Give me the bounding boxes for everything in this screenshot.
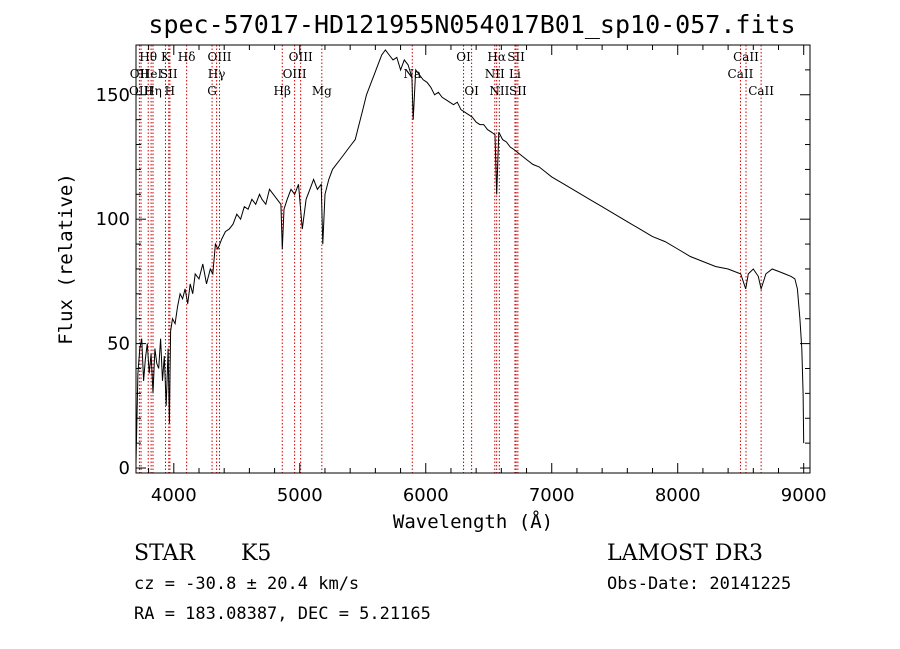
y-axis-ticks: 0 50 100 150 (96, 69, 810, 479)
spectral-line-label: Hα (487, 50, 506, 64)
plot-frame (135, 44, 811, 474)
y-tick-label: 50 (107, 334, 130, 355)
spectral-line-label: OIII (207, 50, 231, 64)
x-tick-label: 8000 (655, 485, 701, 506)
spectral-line-label: Hθ (139, 50, 157, 64)
spectral-line-label: SII (160, 67, 178, 81)
spectral-line-label: SII (507, 50, 525, 64)
spectral-line-label: OIII (289, 50, 313, 64)
chart-title: spec-57017-HD121955N054017B01_sp10-057.f… (148, 10, 795, 39)
spectral-line-labels: Hθ OII OIII HeI Hη K SII H Hδ OIII Hγ G Hβ OIII OIII Mg… (129, 50, 774, 98)
spectral-line-label: Hδ (178, 50, 196, 64)
object-class: STAR (134, 541, 196, 566)
y-tick-label: 150 (96, 85, 130, 106)
spectral-line-label: HeI (140, 67, 163, 81)
x-tick-label: 5000 (277, 485, 323, 506)
spectral-line-label: CaII (728, 67, 754, 81)
spectral-line-label: OI (464, 84, 479, 98)
x-axis-label: Wavelength (Å) (393, 510, 553, 533)
spectral-line-label: CaII (733, 50, 759, 64)
spectral-line-label: K (161, 50, 171, 64)
spectrum-line (135, 49, 805, 464)
spectral-line-label: NII (485, 67, 505, 81)
spectral-line-label: OIII (283, 67, 307, 81)
spectral-line-label: Mg (312, 84, 332, 98)
spectral-line-label: OI (456, 50, 471, 64)
x-tick-label: 7000 (529, 485, 575, 506)
spectral-line-label: CaII (748, 84, 774, 98)
x-tick-label: 4000 (151, 485, 197, 506)
y-tick-label: 0 (119, 458, 130, 479)
coordinates: RA = 183.08387, DEC = 5.21165 (134, 604, 431, 624)
spectral-line-label: OIII (129, 84, 153, 98)
spectral-line-label: SII (509, 84, 527, 98)
y-axis-label: Flux (relative) (55, 173, 77, 345)
spectral-line-label: OII (130, 67, 150, 81)
object-subclass: K5 (241, 541, 271, 566)
redshift-cz: cz = -30.8 ± 20.4 km/s (134, 574, 359, 594)
spectral-line-label: NII (489, 84, 509, 98)
survey-name: LAMOST DR3 (607, 541, 763, 566)
spectral-line-label: Hγ (208, 67, 226, 81)
spectral-line-label: H (165, 84, 175, 98)
spectral-line-label: G (207, 84, 217, 98)
y-tick-label: 100 (96, 209, 130, 230)
spectral-line-label: Li (509, 67, 521, 81)
spectral-line-label: Hη (144, 84, 162, 98)
x-axis-ticks: 4000 5000 6000 7000 8000 9000 (148, 45, 827, 506)
spectral-line-markers (138, 45, 762, 473)
x-tick-label: 6000 (403, 485, 449, 506)
obs-date: Obs-Date: 20141225 (607, 574, 791, 594)
x-tick-label: 9000 (781, 485, 827, 506)
spectral-line-label: Hβ (274, 84, 291, 98)
